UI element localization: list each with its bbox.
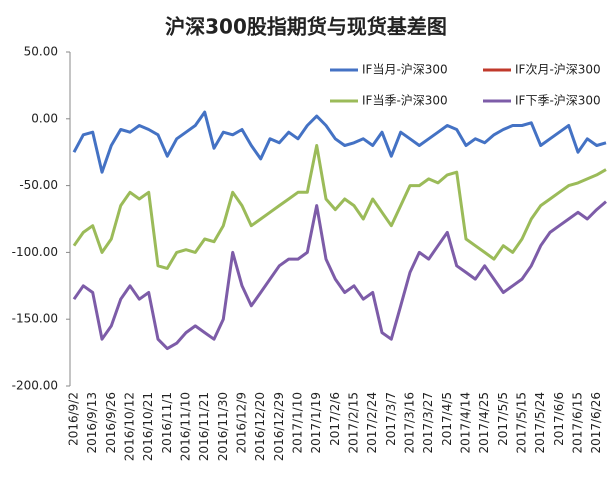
- legend-label: IF当月-沪深300: [362, 63, 448, 77]
- x-tick-label: 2017/3/27: [421, 392, 435, 454]
- x-tick-label: 2017/4/5: [440, 392, 454, 446]
- x-tick-label: 2017/6/6: [552, 392, 566, 446]
- x-tick-label: 2017/4/14: [459, 392, 473, 454]
- x-tick-label: 2017/1/19: [309, 392, 323, 454]
- x-tick-label: 2016/12/20: [253, 392, 267, 461]
- x-tick-label: 2017/5/24: [533, 392, 547, 454]
- x-tick-label: 2017/2/15: [347, 392, 361, 454]
- x-tick-label: 2017/6/15: [571, 392, 585, 454]
- chart-title: 沪深300股指期货与现货基差图: [165, 15, 447, 39]
- x-tick-label: 2016/12/9: [235, 392, 249, 454]
- series-line: [72, 200, 607, 351]
- series-line: [72, 110, 607, 174]
- x-tick-label: 2016/10/12: [123, 392, 137, 461]
- y-tick-label: 0.00: [31, 111, 58, 125]
- x-tick-label: 2016/12/29: [272, 392, 286, 461]
- x-tick-label: 2016/11/21: [197, 392, 211, 461]
- y-tick-label: 50.00: [24, 45, 58, 59]
- x-tick-label: 2017/2/6: [328, 392, 342, 446]
- legend-label: IF下季-沪深300: [515, 94, 601, 108]
- x-tick-label: 2016/11/10: [179, 392, 193, 461]
- y-tick-label: -150.00: [12, 312, 58, 326]
- x-tick-label: 2017/3/16: [403, 392, 417, 454]
- legend-label: IF当季-沪深300: [362, 94, 448, 108]
- x-tick-label: 2016/11/30: [216, 392, 230, 461]
- legend-label: IF次月-沪深300: [515, 63, 601, 77]
- y-tick-label: -50.00: [19, 178, 58, 192]
- x-tick-label: 2017/3/7: [384, 392, 398, 446]
- x-tick-label: 2016/9/26: [104, 392, 118, 454]
- x-tick-label: 2016/9/13: [85, 392, 99, 454]
- x-tick-label: 2017/5/15: [515, 392, 529, 454]
- x-tick-label: 2017/4/25: [477, 392, 491, 454]
- x-tick-label: 2017/1/10: [291, 392, 305, 454]
- x-tick-label: 2017/2/24: [365, 392, 379, 454]
- x-tick-label: 2016/9/2: [67, 392, 81, 446]
- x-tick-label: 2016/11/1: [160, 392, 174, 454]
- x-tick-label: 2017/5/5: [496, 392, 510, 446]
- x-tick-label: 2017/6/26: [589, 392, 603, 454]
- series-line: [72, 144, 607, 270]
- x-tick-label: 2016/10/21: [141, 392, 155, 461]
- y-tick-label: -100.00: [12, 245, 58, 259]
- y-tick-label: -200.00: [12, 379, 58, 393]
